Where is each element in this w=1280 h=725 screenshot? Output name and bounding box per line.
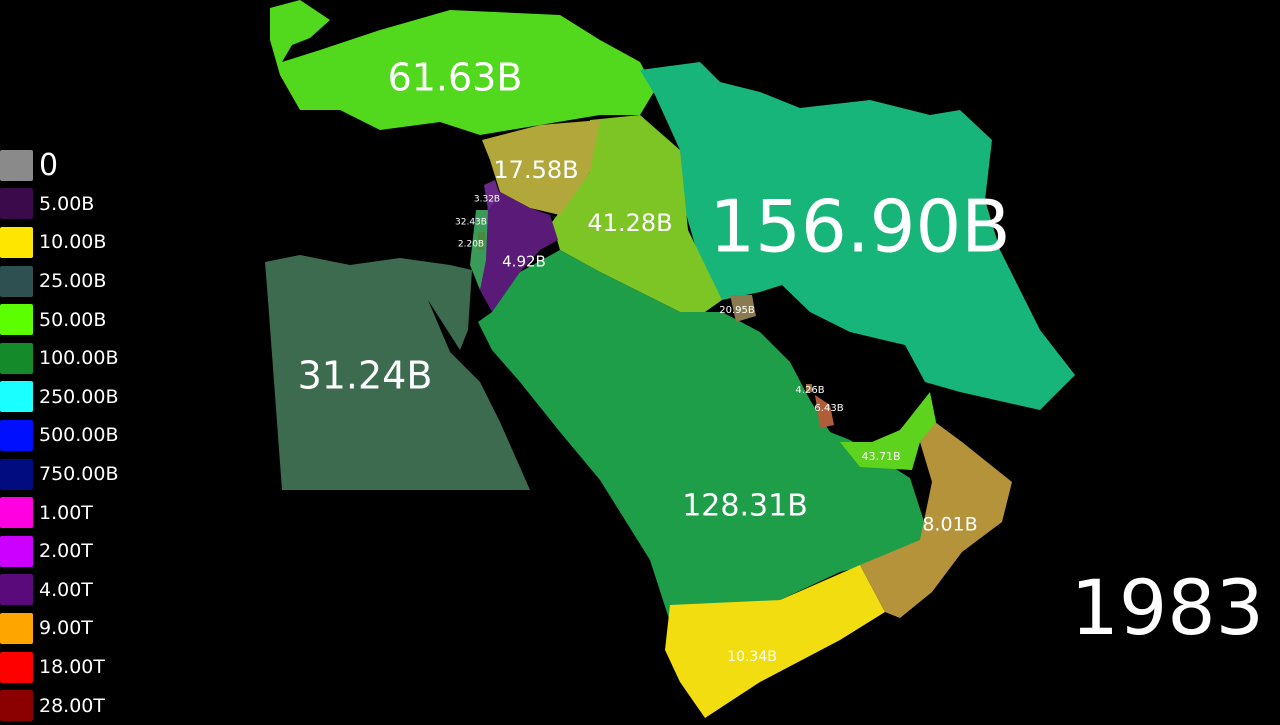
region-oman[interactable] [860,422,1012,618]
legend-swatch [0,458,33,490]
legend-label: 25.00B [39,270,107,293]
legend-item: 2.00T [0,532,119,571]
legend-item: 50.00B [0,300,119,339]
region-saudi-arabia[interactable] [478,250,930,622]
legend-swatch [0,381,33,413]
region-jordan[interactable] [480,192,558,312]
label-oman: 8.01B [922,514,977,536]
region-turkey[interactable] [270,0,655,135]
region-yemen[interactable] [665,565,885,718]
region-iran[interactable] [640,62,1075,410]
legend-label: 9.00T [39,617,93,640]
label-saudi-arabia: 128.31B [682,489,808,524]
region-uae[interactable] [840,392,936,470]
legend-swatch [0,149,33,181]
legend-label: 28.00T [39,694,105,717]
label-israel: 32.43B [455,218,487,228]
legend-label: 50.00B [39,308,107,331]
label-lebanon: 3.32B [474,195,500,205]
legend-label: 18.00T [39,656,105,679]
region-qatar[interactable] [815,395,834,428]
region-palestine[interactable] [477,232,485,250]
legend-item: 5.00B [0,185,119,224]
legend: 0 5.00B 10.00B 25.00B 50.00B 100.00B 250.00B 50… [0,146,119,725]
legend-swatch [0,497,33,529]
legend-item: 9.00T [0,609,119,648]
legend-swatch [0,226,33,258]
legend-swatch [0,304,33,336]
label-iraq: 41.28B [587,209,672,237]
label-syria: 17.58B [493,156,578,184]
legend-label: 250.00B [39,385,119,408]
label-jordan: 4.92B [502,253,546,271]
year-label: 1983 [1070,563,1264,652]
label-qatar: 6.43B [814,403,843,414]
legend-swatch [0,574,33,606]
legend-item: 500.00B [0,416,119,455]
legend-swatch [0,690,33,722]
legend-label: 5.00B [39,192,95,215]
label-turkey: 61.63B [388,56,523,100]
legend-swatch [0,342,33,374]
label-uae: 43.71B [861,450,900,463]
legend-label: 750.00B [39,463,119,486]
legend-swatch [0,419,33,451]
legend-label: 10.00B [39,231,107,254]
legend-item: 25.00B [0,262,119,301]
legend-item: 0 [0,146,119,185]
region-egypt[interactable] [265,255,530,490]
legend-label: 2.00T [39,540,93,563]
legend-item: 10.00B [0,223,119,262]
legend-item: 28.00T [0,686,119,725]
legend-swatch [0,265,33,297]
label-kuwait: 20.95B [719,305,755,316]
legend-item: 750.00B [0,455,119,494]
legend-swatch [0,535,33,567]
legend-label: 500.00B [39,424,119,447]
label-yemen: 10.34B [727,649,777,665]
label-palestine: 2.20B [458,240,484,250]
legend-swatch [0,188,33,220]
legend-label: 100.00B [39,347,119,370]
region-kuwait[interactable] [730,295,756,322]
legend-item: 18.00T [0,648,119,687]
label-egypt: 31.24B [298,354,433,398]
legend-label: 4.00T [39,578,93,601]
legend-swatch [0,651,33,683]
legend-swatch [0,612,33,644]
region-bahrain[interactable] [806,384,812,392]
region-lebanon[interactable] [484,180,500,210]
label-iran: 156.90B [709,185,1010,269]
legend-item: 100.00B [0,339,119,378]
label-bahrain: 4.26B [795,385,824,396]
region-syria[interactable] [482,120,600,215]
legend-label: 1.00T [39,501,93,524]
legend-item: 4.00T [0,571,119,610]
legend-item: 250.00B [0,378,119,417]
region-iraq[interactable] [552,115,722,312]
legend-item: 1.00T [0,493,119,532]
legend-label: 0 [39,147,59,183]
